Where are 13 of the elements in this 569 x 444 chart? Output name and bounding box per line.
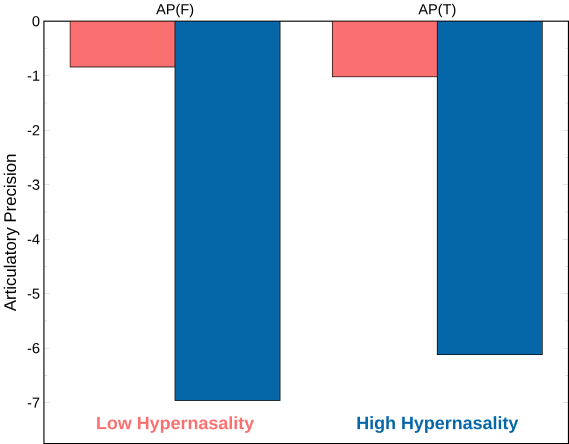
y-tick-label: 0 [32, 16, 40, 26]
y-tick-label: -3 [28, 180, 40, 190]
y-tick-label: -1 [28, 70, 40, 81]
y-tick-label: -5 [28, 288, 40, 299]
y-tick-label: -6 [28, 342, 40, 354]
x-tick-label: AP(T) [418, 4, 456, 18]
y-axis-title: Articulatory Precision [4, 154, 20, 312]
y-tick-label: -7 [28, 398, 40, 408]
y-tick-label: -4 [28, 234, 40, 244]
text: High Hypernasality [357, 416, 518, 433]
x-tick-label: AP(F) [156, 4, 194, 18]
text: Low Hypernasality [97, 416, 254, 433]
y-tick-label: -2 [28, 125, 40, 136]
